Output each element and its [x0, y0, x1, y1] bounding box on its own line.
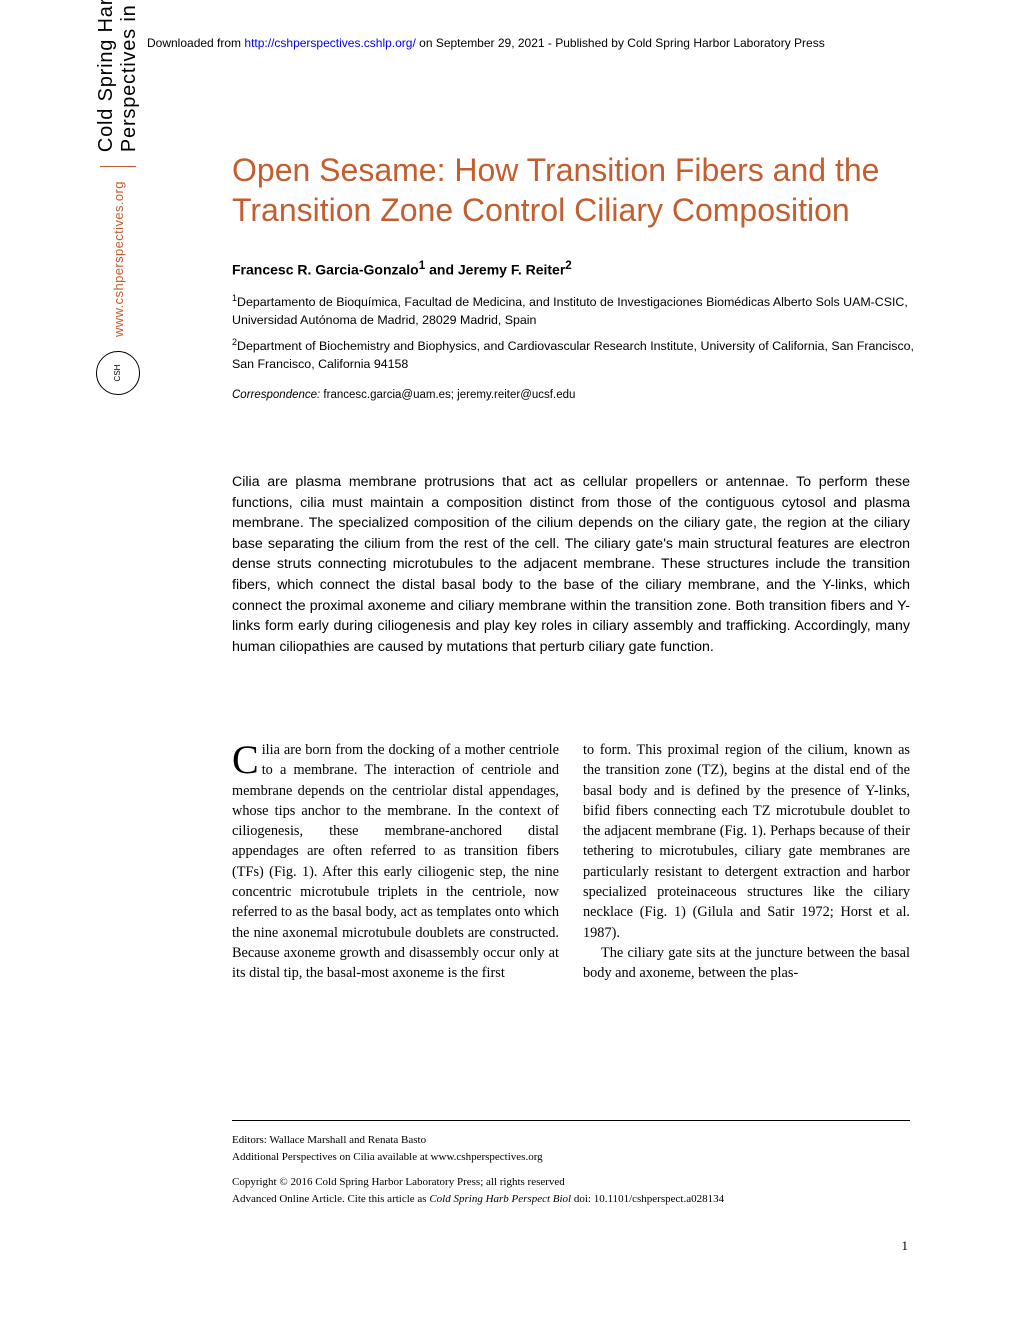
correspondence-label: Correspondence:	[232, 389, 320, 401]
cite-prefix: Advanced Online Article. Cite this artic…	[232, 1193, 429, 1205]
cite-journal: Cold Spring Harb Perspect Biol	[429, 1193, 571, 1205]
footer-additional: Additional Perspectives on Cilia availab…	[232, 1149, 910, 1166]
download-prefix: Downloaded from	[147, 36, 244, 50]
sidebar-divider	[100, 166, 136, 167]
affiliations: 1Departamento de Bioquímica, Facultad de…	[232, 292, 922, 380]
body-col1-text: ilia are born from the docking of a moth…	[232, 742, 559, 981]
logo-text: CSH	[114, 365, 122, 382]
sidebar-branding: CSH www.cshperspectives.org Cold Spring …	[95, 0, 141, 395]
download-suffix: on September 29, 2021 - Published by Col…	[416, 36, 825, 50]
affiliation-2: 2Department of Biochemistry and Biophysi…	[232, 336, 922, 374]
footer-editors: Editors: Wallace Marshall and Renata Bas…	[232, 1132, 910, 1149]
dropcap: C	[232, 740, 262, 777]
body-columns: Cilia are born from the docking of a mot…	[232, 740, 910, 984]
page-number: 1	[902, 1238, 909, 1254]
body-para-1: Cilia are born from the docking of a mot…	[232, 740, 559, 984]
sidebar-title: Cold Spring Harbor Perspectives in Biolo…	[95, 0, 141, 152]
affiliation-1: 1Departamento de Bioquímica, Facultad de…	[232, 292, 922, 330]
download-url-link[interactable]: http://cshperspectives.cshlp.org/	[244, 36, 415, 50]
abstract: Cilia are plasma membrane protrusions th…	[232, 472, 910, 657]
authors: Francesc R. Garcia-Gonzalo1 and Jeremy F…	[232, 259, 572, 278]
column-left: Cilia are born from the docking of a mot…	[232, 740, 559, 984]
footer-rule	[232, 1120, 910, 1121]
column-right: to form. This proximal region of the cil…	[583, 740, 910, 984]
csh-logo-icon: CSH	[96, 351, 140, 395]
body-para-3: The ciliary gate sits at the juncture be…	[583, 943, 910, 984]
body-para-2: to form. This proximal region of the cil…	[583, 740, 910, 943]
cite-suffix: doi: 10.1101/cshperspect.a028134	[571, 1193, 724, 1205]
correspondence: Correspondence: francesc.garcia@uam.es; …	[232, 389, 575, 401]
correspondence-emails: francesc.garcia@uam.es; jeremy.reiter@uc…	[320, 389, 575, 401]
footer: Editors: Wallace Marshall and Renata Bas…	[232, 1132, 910, 1208]
download-header: Downloaded from http://cshperspectives.c…	[147, 36, 825, 50]
sidebar-url: www.cshperspectives.org	[111, 181, 126, 337]
footer-citation: Advanced Online Article. Cite this artic…	[232, 1191, 910, 1208]
footer-copyright: Copyright © 2016 Cold Spring Harbor Labo…	[232, 1174, 910, 1191]
article-title: Open Sesame: How Transition Fibers and t…	[232, 150, 912, 230]
